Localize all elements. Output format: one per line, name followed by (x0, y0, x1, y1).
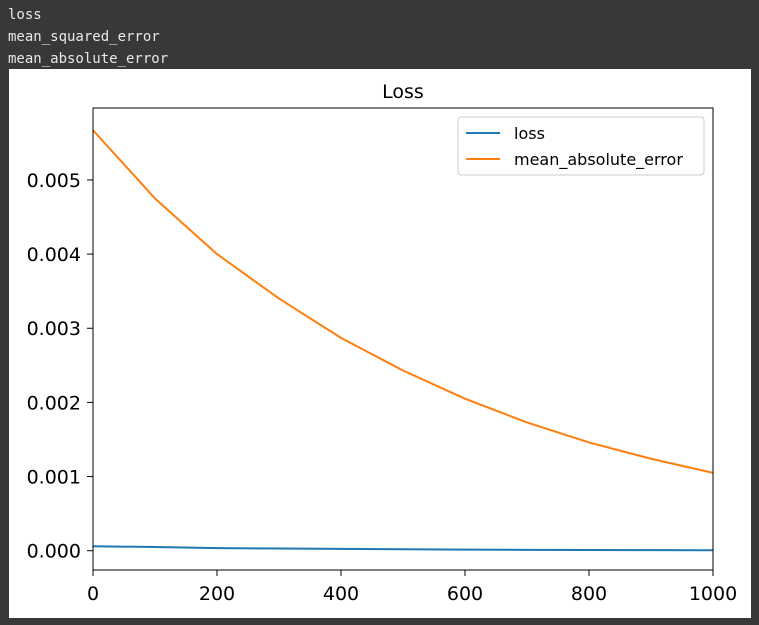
plot-figure: Loss 0 200 400 600 800 1000 0.000 0.001 0.002 0.00… (9, 69, 751, 618)
series-line-loss (92, 545, 714, 552)
x-tick-label: 200 (199, 583, 235, 605)
output-line: loss (8, 7, 42, 23)
x-tick-label: 400 (323, 583, 359, 605)
y-tick-label: 0.005 (27, 170, 81, 192)
chart-title: Loss (382, 81, 424, 103)
legend-box (457, 116, 705, 176)
x-tick-label: 800 (571, 583, 607, 605)
x-tick-label: 600 (447, 583, 483, 605)
y-tick-label: 0.003 (27, 318, 81, 340)
cell-output-text: loss mean_squared_error mean_absolute_er… (8, 4, 168, 70)
x-tick-label: 0 (87, 583, 99, 605)
series-line-mean-absolute-error (92, 129, 714, 474)
y-tick-label: 0.002 (27, 392, 81, 414)
output-line: mean_squared_error (8, 29, 160, 45)
output-line: mean_absolute_error (8, 51, 169, 67)
x-tick-label: 1000 (689, 583, 737, 605)
y-tick-label: 0.004 (27, 244, 81, 266)
y-tick-label: 0.001 (27, 467, 81, 489)
legend-label: mean_absolute_error (514, 150, 683, 170)
y-tick-label: 0.000 (27, 541, 81, 563)
legend-label: loss (514, 124, 545, 143)
loss-chart: Loss 0 200 400 600 800 1000 0.000 0.001 0.002 0.00… (27, 81, 738, 605)
plot-frame (92, 107, 714, 571)
